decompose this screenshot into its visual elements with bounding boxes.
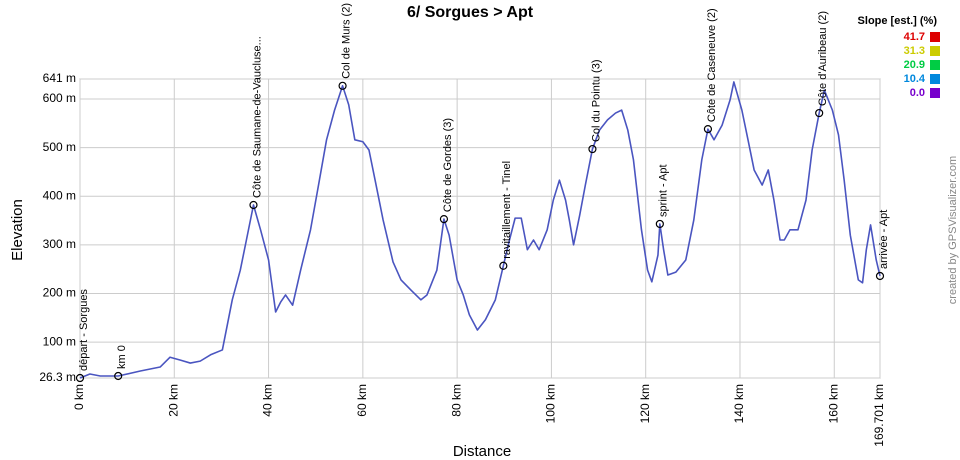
waypoint-marker <box>703 125 713 134</box>
x-axis-label: Distance <box>453 443 511 460</box>
waypoint-marker <box>338 81 347 90</box>
waypoint-marker <box>439 214 449 224</box>
chart-title: 6/ Sorgues > Apt <box>407 4 534 21</box>
x-tick-label: 140 km <box>732 384 746 423</box>
legend-swatch <box>930 46 940 56</box>
x-tick-label: 169.701 km <box>872 384 886 447</box>
legend-label: 10.4 <box>904 73 926 85</box>
credit: created by GPSVisualizer.com <box>947 156 959 304</box>
waypoint-label: Côte d'Auribeau (2) <box>817 11 829 106</box>
y-tick-label: 600 m <box>43 91 76 105</box>
y-tick-label: 641 m <box>43 71 76 85</box>
waypoint-marker <box>499 261 508 270</box>
waypoint-label: km 0 <box>116 345 128 369</box>
waypoint-label: arrivée - Apt <box>878 210 890 269</box>
x-tick-label: 80 km <box>449 384 463 417</box>
waypoint-label: ravitaillement - Tinel <box>501 161 513 259</box>
waypoint-label: Côte de Caseneuve (2) <box>706 8 718 122</box>
x-tick-label: 120 km <box>638 384 652 423</box>
x-tick-label: 60 km <box>355 384 369 417</box>
legend-swatch <box>930 74 940 84</box>
waypoint-marker <box>249 200 258 210</box>
waypoint-label: sprint - Apt <box>658 164 670 217</box>
y-axis-label: Elevation <box>9 199 26 261</box>
legend-swatch <box>930 32 940 42</box>
legend-swatch <box>930 88 940 98</box>
x-tick-label: 20 km <box>166 384 180 417</box>
y-tick-label: 200 m <box>43 286 76 300</box>
waypoint-marker <box>75 373 85 383</box>
x-tick-label: 40 km <box>261 384 275 417</box>
x-tick-label: 100 km <box>544 384 558 423</box>
x-tick-label: 160 km <box>826 384 840 423</box>
legend-label: 20.9 <box>904 59 925 71</box>
legend-label: 41.7 <box>904 31 925 43</box>
waypoint-label: Col du Pointu (3) <box>590 59 602 142</box>
plot-area <box>79 78 881 379</box>
waypoint-label: départ - Sorgues <box>78 289 90 371</box>
y-tick-label: 400 m <box>43 188 76 202</box>
waypoint-marker <box>815 108 824 118</box>
y-tick-label: 500 m <box>43 140 76 154</box>
legend-label: 31.3 <box>904 45 925 57</box>
waypoint-marker <box>114 371 123 381</box>
y-tick-label: 26.3 m <box>39 370 76 384</box>
legend-title: Slope [est.] (%) <box>858 15 938 27</box>
waypoint-label: Col de Murs (2) <box>340 3 352 79</box>
waypoint-marker <box>588 144 597 154</box>
x-tick-label: 0 km <box>72 384 86 410</box>
y-tick-label: 300 m <box>43 237 76 251</box>
waypoint-marker <box>655 219 664 229</box>
waypoint-marker <box>875 271 885 281</box>
legend-swatch <box>930 60 940 70</box>
waypoint-label: Côte de Saumane-de-Vaucluse... <box>251 36 263 198</box>
y-tick-label: 100 m <box>43 334 76 348</box>
elevation-line <box>79 81 881 379</box>
waypoint-label: Côte de Gordes (3) <box>442 118 454 212</box>
legend-label: 0.0 <box>910 87 925 99</box>
